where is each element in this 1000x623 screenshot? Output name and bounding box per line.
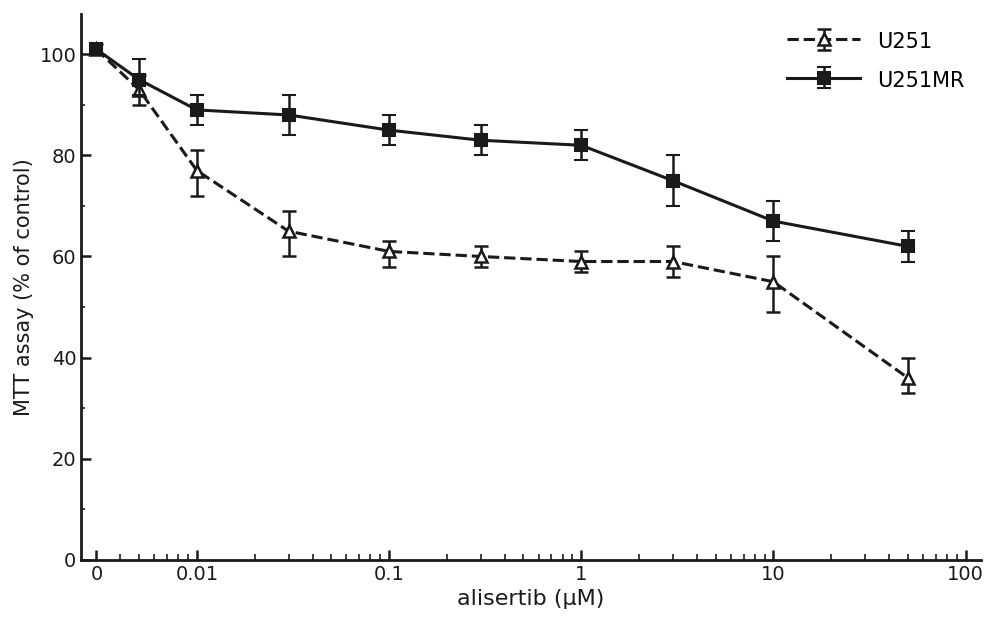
Y-axis label: MTT assay (% of control): MTT assay (% of control) — [14, 158, 34, 416]
X-axis label: alisertib (μM): alisertib (μM) — [457, 589, 605, 609]
Legend: U251, U251MR: U251, U251MR — [781, 24, 970, 97]
